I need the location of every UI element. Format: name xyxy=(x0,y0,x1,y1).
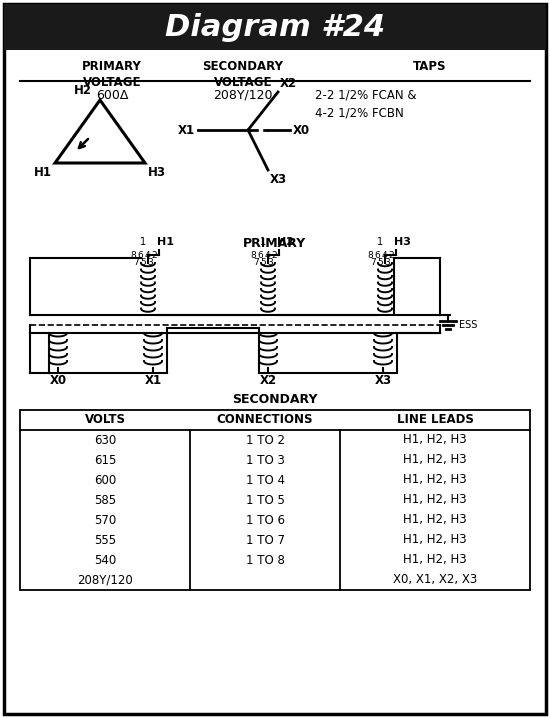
Text: 1 TO 7: 1 TO 7 xyxy=(245,533,284,546)
Text: 4: 4 xyxy=(381,251,387,260)
Text: 208Y/120: 208Y/120 xyxy=(213,89,273,102)
Text: 3: 3 xyxy=(147,258,153,267)
Text: 1: 1 xyxy=(140,237,146,247)
Text: H2: H2 xyxy=(74,84,92,97)
Text: 2-2 1/2% FCAN &
4-2 1/2% FCBN: 2-2 1/2% FCAN & 4-2 1/2% FCBN xyxy=(315,88,416,119)
Text: 600Δ: 600Δ xyxy=(96,89,128,102)
Text: 3: 3 xyxy=(268,258,273,267)
Text: 615: 615 xyxy=(94,454,116,467)
Text: X3: X3 xyxy=(270,173,287,186)
Text: 8: 8 xyxy=(250,251,256,260)
Text: Diagram #24: Diagram #24 xyxy=(165,12,385,42)
Text: H1, H2, H3: H1, H2, H3 xyxy=(403,533,467,546)
Text: 7: 7 xyxy=(134,258,139,267)
Text: ESS: ESS xyxy=(459,320,477,330)
Text: 3: 3 xyxy=(384,258,390,267)
Text: 570: 570 xyxy=(94,513,116,526)
Text: X1: X1 xyxy=(178,123,195,136)
Text: 1: 1 xyxy=(260,237,266,247)
Text: 540: 540 xyxy=(94,554,116,567)
Text: H1: H1 xyxy=(157,237,174,247)
Text: 1 TO 2: 1 TO 2 xyxy=(245,434,284,447)
Text: 5: 5 xyxy=(261,258,266,267)
Text: PRIMARY
VOLTAGE: PRIMARY VOLTAGE xyxy=(82,60,142,88)
Text: X1: X1 xyxy=(145,374,162,387)
Text: H1, H2, H3: H1, H2, H3 xyxy=(403,554,467,567)
Text: H1, H2, H3: H1, H2, H3 xyxy=(403,493,467,506)
Bar xyxy=(20,410,530,590)
Text: 600: 600 xyxy=(94,473,116,487)
Bar xyxy=(4,4,546,50)
Text: X2: X2 xyxy=(280,77,297,90)
Text: VOLTS: VOLTS xyxy=(85,413,125,426)
Text: 6: 6 xyxy=(137,251,143,260)
Text: PRIMARY: PRIMARY xyxy=(243,237,307,250)
Text: 208Y/120: 208Y/120 xyxy=(77,574,133,587)
Text: 585: 585 xyxy=(94,493,116,506)
Text: 8: 8 xyxy=(130,251,136,260)
Text: 1 TO 5: 1 TO 5 xyxy=(245,493,284,506)
Text: H3: H3 xyxy=(394,237,411,247)
Text: 1: 1 xyxy=(377,237,383,247)
Text: 5: 5 xyxy=(141,258,146,267)
Text: H1, H2, H3: H1, H2, H3 xyxy=(403,473,467,487)
Text: 4: 4 xyxy=(264,251,270,260)
Text: 555: 555 xyxy=(94,533,116,546)
Text: SECONDARY
VOLTAGE: SECONDARY VOLTAGE xyxy=(202,60,283,88)
Text: 2: 2 xyxy=(151,251,157,260)
Text: X3: X3 xyxy=(375,374,392,387)
Text: X0: X0 xyxy=(50,374,67,387)
Text: SECONDARY: SECONDARY xyxy=(232,393,318,406)
Text: X0: X0 xyxy=(293,123,310,136)
Text: CONNECTIONS: CONNECTIONS xyxy=(217,413,314,426)
Text: LINE LEADS: LINE LEADS xyxy=(397,413,474,426)
Text: TAPS: TAPS xyxy=(413,60,447,73)
Text: 1 TO 8: 1 TO 8 xyxy=(245,554,284,567)
Text: 8: 8 xyxy=(367,251,373,260)
Text: H1: H1 xyxy=(34,166,52,179)
Text: H1, H2, H3: H1, H2, H3 xyxy=(403,434,467,447)
Text: 6: 6 xyxy=(257,251,263,260)
Text: 6: 6 xyxy=(374,251,380,260)
Text: H1, H2, H3: H1, H2, H3 xyxy=(403,513,467,526)
Text: 7: 7 xyxy=(371,258,376,267)
Text: 630: 630 xyxy=(94,434,116,447)
Text: 1 TO 6: 1 TO 6 xyxy=(245,513,284,526)
Text: 2: 2 xyxy=(271,251,277,260)
Text: H3: H3 xyxy=(148,166,166,179)
Text: H1, H2, H3: H1, H2, H3 xyxy=(403,454,467,467)
Text: 1 TO 4: 1 TO 4 xyxy=(245,473,284,487)
Text: H2: H2 xyxy=(277,237,294,247)
Text: X2: X2 xyxy=(260,374,277,387)
Text: 1 TO 3: 1 TO 3 xyxy=(245,454,284,467)
Text: 5: 5 xyxy=(378,258,383,267)
Text: 2: 2 xyxy=(388,251,394,260)
Text: 4: 4 xyxy=(144,251,150,260)
Text: X0, X1, X2, X3: X0, X1, X2, X3 xyxy=(393,574,477,587)
Text: 7: 7 xyxy=(254,258,260,267)
